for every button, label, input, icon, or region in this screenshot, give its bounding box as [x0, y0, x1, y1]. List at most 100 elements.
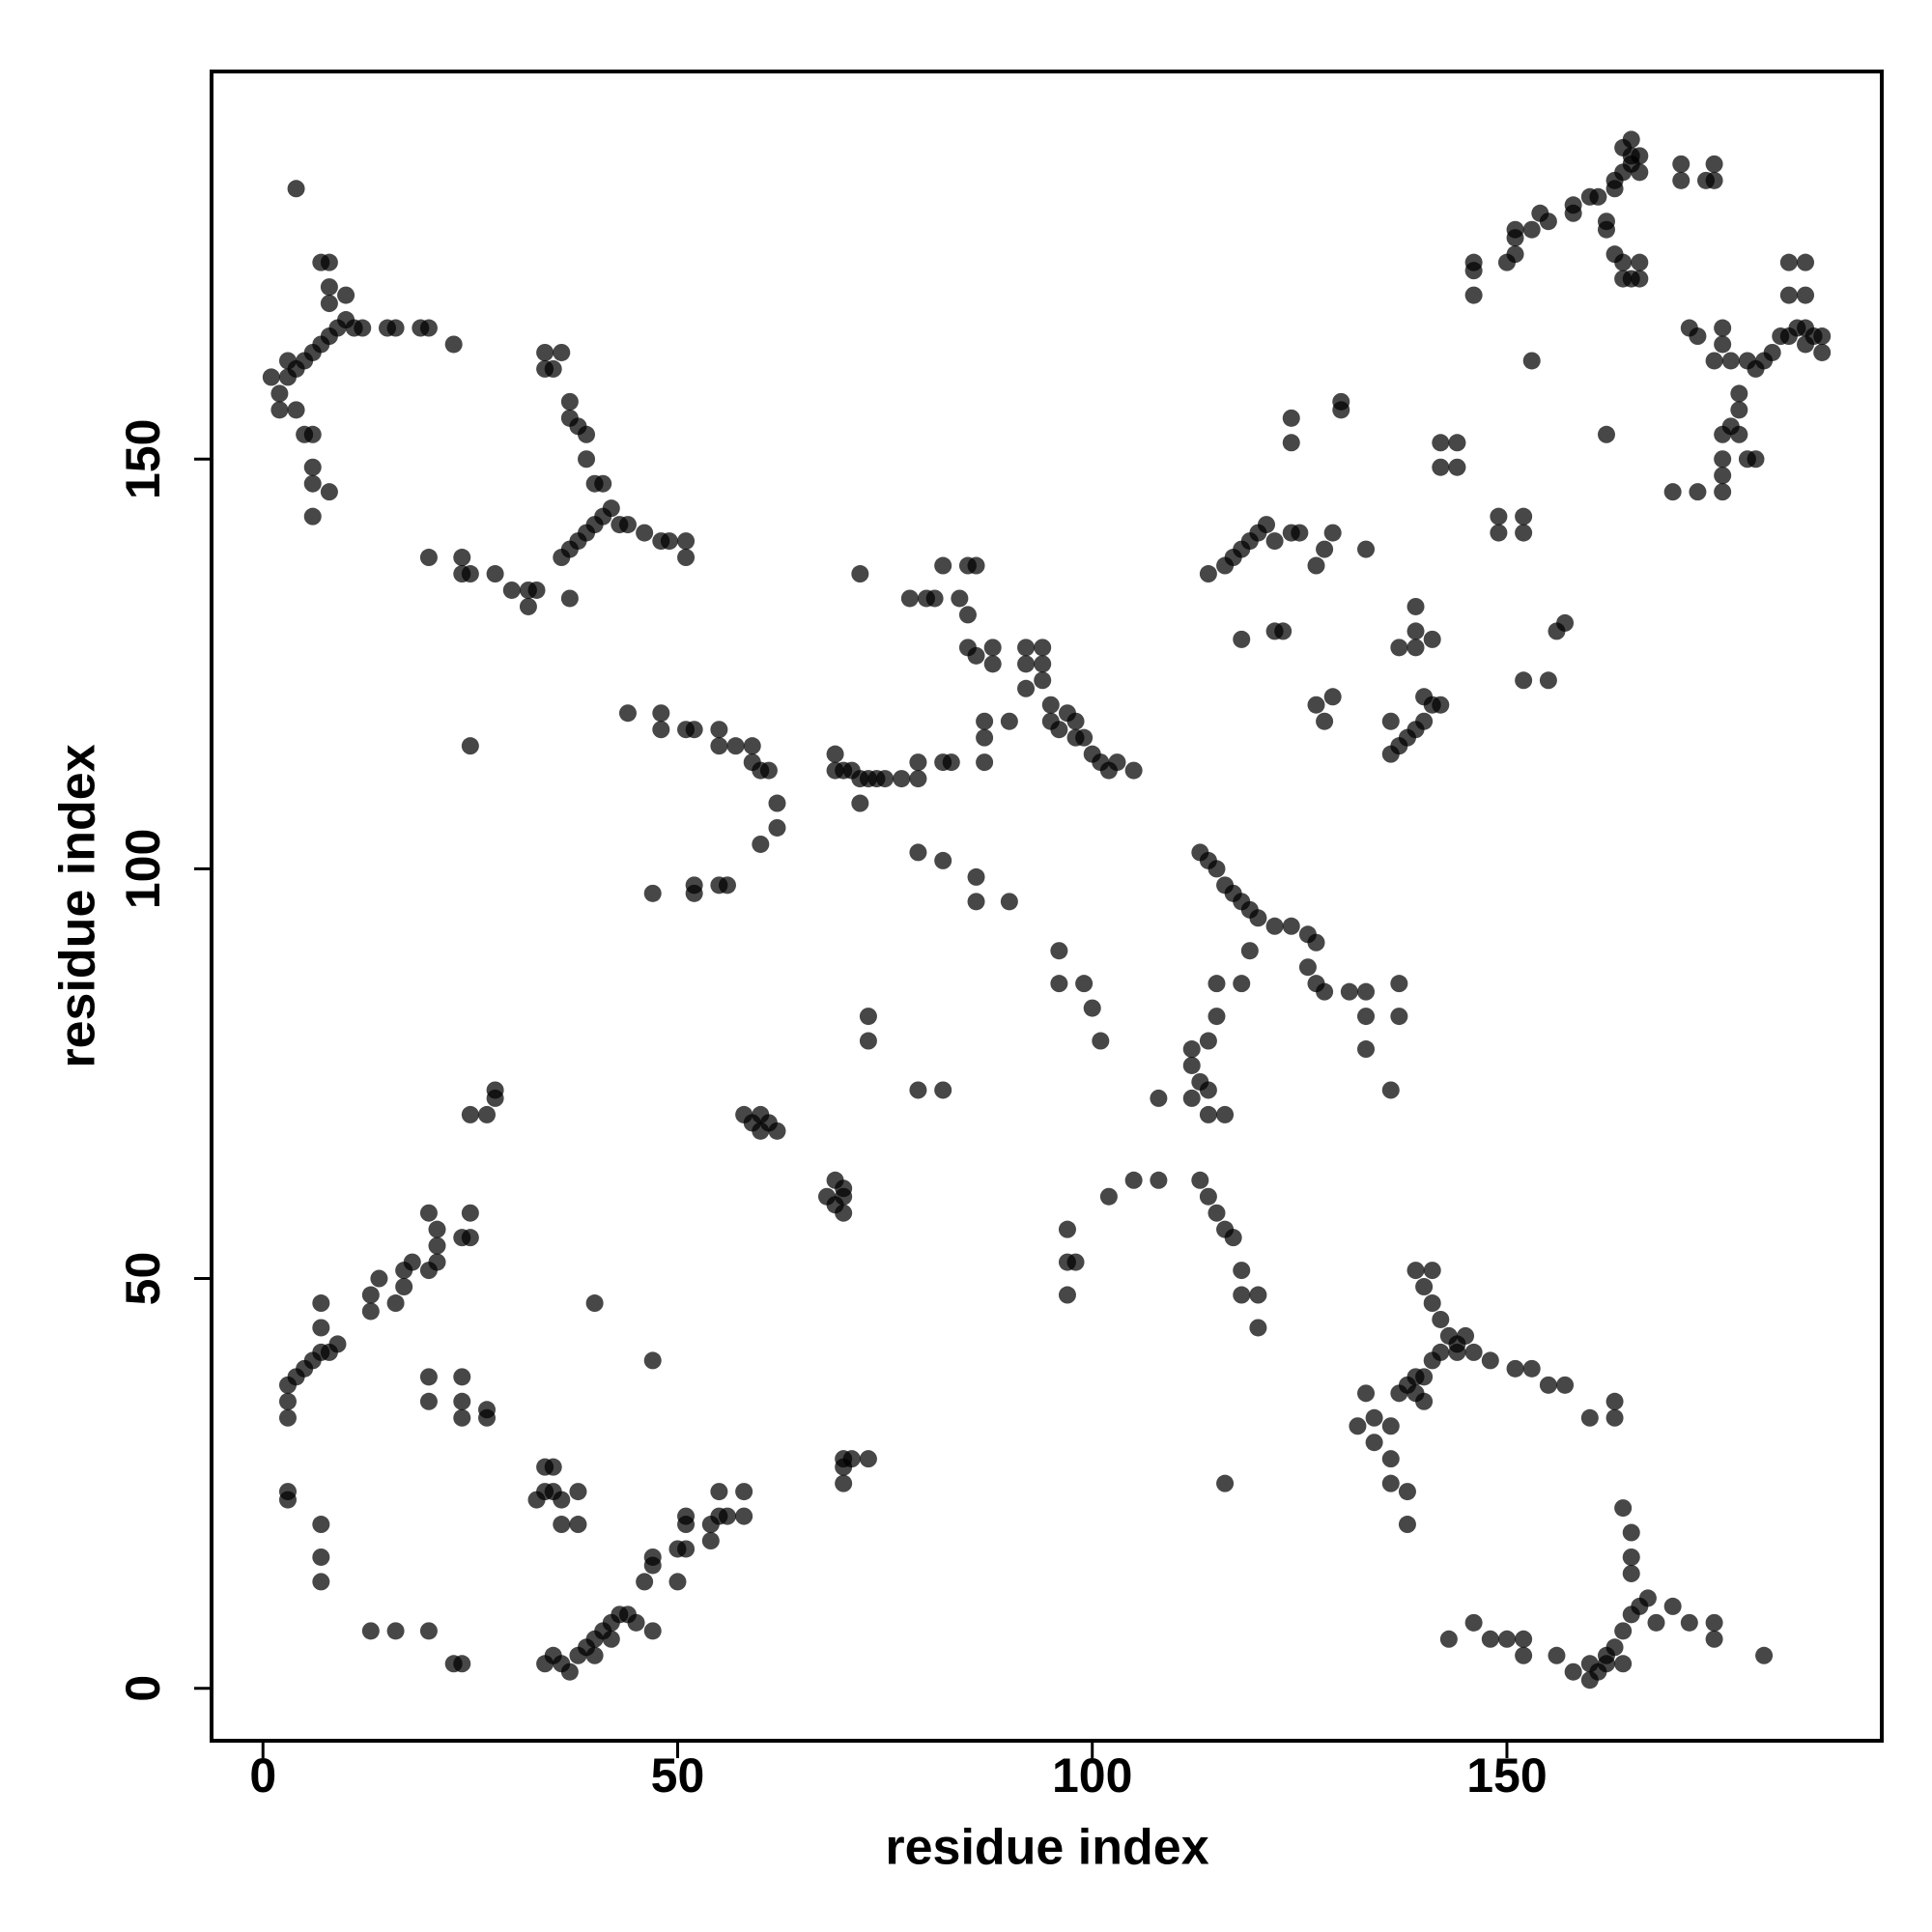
point	[1041, 696, 1060, 714]
point	[1233, 630, 1251, 648]
x-axis-title: residue index	[885, 1820, 1208, 1876]
point	[1497, 1630, 1516, 1648]
point	[594, 474, 612, 493]
point	[536, 359, 554, 378]
point	[1672, 171, 1690, 189]
point	[486, 1081, 504, 1099]
point	[1714, 450, 1732, 469]
point	[1208, 860, 1226, 878]
point	[262, 368, 280, 386]
point	[320, 295, 338, 313]
point	[1481, 1630, 1499, 1648]
point	[752, 1105, 770, 1123]
point	[851, 794, 869, 812]
point	[1580, 1671, 1599, 1690]
point	[1150, 1171, 1168, 1189]
point	[909, 753, 927, 772]
point	[461, 1204, 479, 1222]
point	[553, 549, 571, 567]
point	[1490, 507, 1508, 526]
point	[428, 1253, 446, 1271]
point	[1415, 1278, 1434, 1296]
point	[1357, 1008, 1376, 1026]
point	[835, 1458, 853, 1476]
point	[1605, 1638, 1624, 1657]
point	[1216, 1105, 1235, 1123]
point	[1663, 1597, 1682, 1615]
point	[453, 1408, 471, 1427]
point	[735, 1483, 753, 1501]
point	[876, 770, 895, 788]
point	[909, 843, 927, 862]
point	[337, 286, 355, 304]
point	[1199, 1081, 1217, 1099]
point	[1647, 1613, 1665, 1632]
point	[835, 1474, 853, 1492]
point	[312, 1573, 330, 1591]
point	[1398, 1516, 1416, 1534]
point	[478, 1105, 497, 1123]
point	[1423, 630, 1441, 648]
point	[1730, 384, 1748, 403]
point	[444, 335, 463, 354]
point	[1457, 1326, 1475, 1345]
point	[934, 1081, 952, 1099]
x-tick-label: 100	[1052, 1748, 1132, 1803]
point	[1349, 1417, 1367, 1435]
point	[1307, 696, 1325, 714]
point	[1663, 483, 1682, 501]
point	[1034, 639, 1052, 657]
point	[1000, 712, 1018, 730]
point	[419, 1622, 438, 1640]
point	[1515, 507, 1533, 526]
point	[851, 565, 869, 583]
point	[354, 319, 372, 337]
x-tick-label: 0	[249, 1748, 276, 1803]
point	[1638, 1589, 1657, 1607]
point	[1813, 327, 1832, 346]
point	[1282, 917, 1300, 935]
point	[1381, 1417, 1400, 1435]
point	[1755, 1646, 1774, 1664]
point	[270, 401, 289, 419]
point	[835, 1179, 853, 1198]
point	[461, 737, 479, 755]
point	[983, 639, 1002, 657]
point	[1705, 1613, 1723, 1632]
y-axis-title: residue index	[50, 744, 106, 1067]
point	[320, 253, 338, 271]
point	[1390, 975, 1408, 993]
point	[1672, 155, 1690, 173]
point	[1539, 213, 1557, 231]
point	[685, 721, 703, 739]
point	[710, 721, 728, 739]
point	[1464, 286, 1483, 304]
point	[553, 1491, 571, 1509]
point	[1291, 524, 1309, 542]
point	[428, 1220, 446, 1238]
point	[403, 1253, 421, 1271]
point	[967, 867, 985, 886]
point	[951, 589, 969, 608]
point	[1233, 975, 1251, 993]
point	[1182, 1089, 1201, 1107]
point	[1398, 1483, 1416, 1501]
point	[1316, 982, 1334, 1001]
point	[1233, 1286, 1251, 1304]
point	[668, 1573, 687, 1591]
point	[1515, 671, 1533, 690]
point	[909, 770, 927, 788]
point	[768, 818, 786, 837]
point	[1323, 688, 1342, 706]
point	[1390, 1384, 1408, 1403]
point	[1357, 540, 1376, 558]
point	[1191, 1171, 1209, 1189]
point	[1199, 1187, 1217, 1206]
point	[826, 745, 844, 763]
point	[618, 704, 637, 723]
point	[652, 704, 670, 723]
point	[1522, 220, 1541, 239]
point	[386, 1622, 405, 1640]
point	[578, 450, 596, 469]
point	[278, 1392, 297, 1410]
